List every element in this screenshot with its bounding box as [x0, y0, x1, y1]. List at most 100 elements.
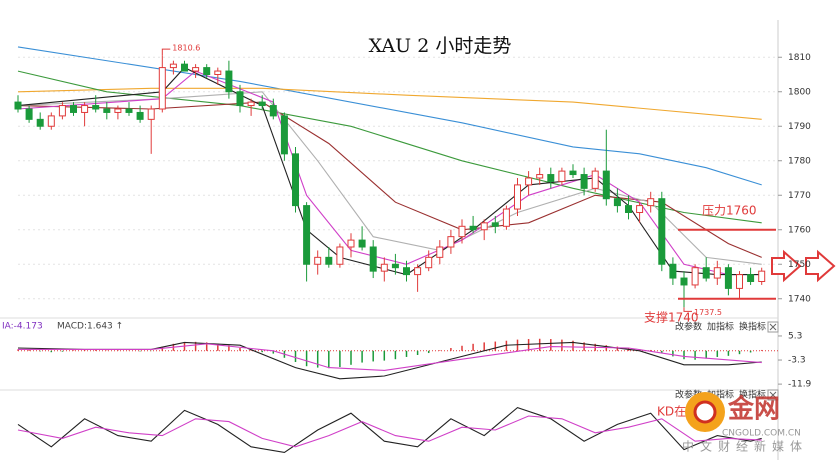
candle-body — [303, 205, 311, 265]
candle-body — [536, 174, 544, 179]
candle-body — [625, 205, 632, 214]
candle-body — [558, 170, 566, 182]
candle-body — [414, 267, 422, 276]
indicator-line — [17, 406, 762, 453]
panel-button[interactable]: 换指标 — [739, 389, 766, 401]
candle-body — [669, 263, 677, 279]
candle-body — [658, 198, 666, 265]
logo-swirl — [693, 400, 717, 424]
candle-body — [325, 256, 333, 265]
candle-body — [469, 225, 477, 231]
candle-body — [103, 108, 111, 113]
level-label: 压力1760 — [702, 203, 757, 217]
indicator-line — [18, 343, 762, 371]
y-tick-label: 1760 — [788, 225, 811, 235]
candle-body — [81, 105, 89, 113]
candle-body — [569, 170, 577, 176]
level-label: 支撑1740 — [644, 309, 699, 324]
candle-body — [702, 267, 710, 279]
candle-body — [502, 208, 510, 227]
logo-site: CNGOLD.COM.CN — [722, 429, 801, 439]
y-tick-label: 5.3 — [788, 331, 802, 341]
candle-body — [158, 67, 166, 110]
candle-body — [247, 101, 255, 107]
candle-body — [391, 263, 399, 269]
indicator-line — [17, 87, 762, 120]
candle-body — [547, 174, 555, 182]
candle-body — [602, 170, 610, 200]
candle-body — [403, 267, 410, 276]
y-tick-label: 1780 — [788, 156, 811, 166]
low-label: 1737.5 — [694, 308, 722, 317]
candle-body — [758, 270, 766, 282]
close-icon — [769, 391, 777, 399]
candle-body — [292, 153, 299, 207]
candle-body — [36, 118, 44, 127]
annotation: KD在 — [657, 405, 686, 419]
candle-body — [647, 198, 655, 207]
candle-body — [636, 205, 644, 214]
candle-body — [203, 67, 211, 75]
candle-body — [314, 256, 322, 265]
candle-body — [114, 108, 122, 113]
indicator-line — [17, 70, 762, 224]
indicator-label: IA:-4.173 — [2, 322, 43, 332]
candle-body — [125, 108, 133, 113]
y-tick-label: -3.3 — [788, 356, 806, 366]
candle-body — [70, 105, 77, 113]
candle-body — [736, 274, 743, 289]
candle-body — [214, 70, 222, 76]
indicator-line — [17, 415, 762, 448]
candle-body — [25, 108, 33, 120]
candle-body — [580, 174, 588, 189]
candle-body — [691, 267, 699, 286]
y-tick-label: 1800 — [788, 87, 811, 97]
indicator-line — [17, 46, 762, 186]
candle-body — [458, 225, 466, 238]
candle-body — [747, 274, 755, 283]
candle-body — [591, 170, 599, 189]
candle-body — [92, 105, 100, 110]
low-marker — [683, 307, 692, 312]
candle-body — [369, 246, 377, 272]
candle-body — [236, 91, 244, 107]
candle-body — [269, 105, 277, 117]
candle-body — [380, 263, 388, 272]
candle-body — [680, 277, 688, 286]
chart-title: XAU 2 小时走势 — [369, 35, 512, 57]
high-label: 1810.6 — [172, 44, 200, 53]
close-icon — [769, 323, 777, 331]
candle-body — [436, 246, 444, 258]
candle-body — [713, 267, 721, 279]
y-tick-label: 1740 — [788, 294, 811, 304]
candle-body — [147, 108, 155, 120]
logo-slogan: 中文财经新媒体 — [682, 439, 808, 454]
watermark: 金网 CNGOLD.COM.CN 中文财经新媒体 — [682, 392, 808, 454]
candle-body — [336, 246, 344, 265]
candle-body — [169, 63, 177, 69]
panel-button[interactable]: 改参数 — [675, 321, 702, 333]
candle-body — [447, 236, 455, 248]
high-marker — [161, 48, 171, 56]
arrow — [771, 249, 802, 283]
candle-body — [47, 115, 55, 127]
indicator-label: MACD:1.643 ↑ — [57, 322, 123, 332]
y-tick-label: -11.9 — [788, 380, 812, 390]
candle-body — [425, 256, 433, 269]
y-tick-label: 1790 — [788, 122, 811, 132]
panel-button[interactable]: 换指标 — [739, 321, 766, 333]
candle-body — [514, 184, 521, 210]
y-tick-label: 1750 — [788, 260, 811, 270]
candle-body — [525, 177, 533, 186]
candle-body — [14, 101, 22, 110]
candle-body — [225, 70, 233, 93]
indicator-line — [17, 70, 762, 276]
candle-body — [613, 198, 621, 207]
candle-body — [491, 222, 499, 227]
candle-body — [347, 239, 355, 248]
candle-body — [280, 115, 288, 155]
y-tick-label: 1810 — [788, 53, 811, 63]
panel-button[interactable]: 加指标 — [707, 321, 734, 333]
